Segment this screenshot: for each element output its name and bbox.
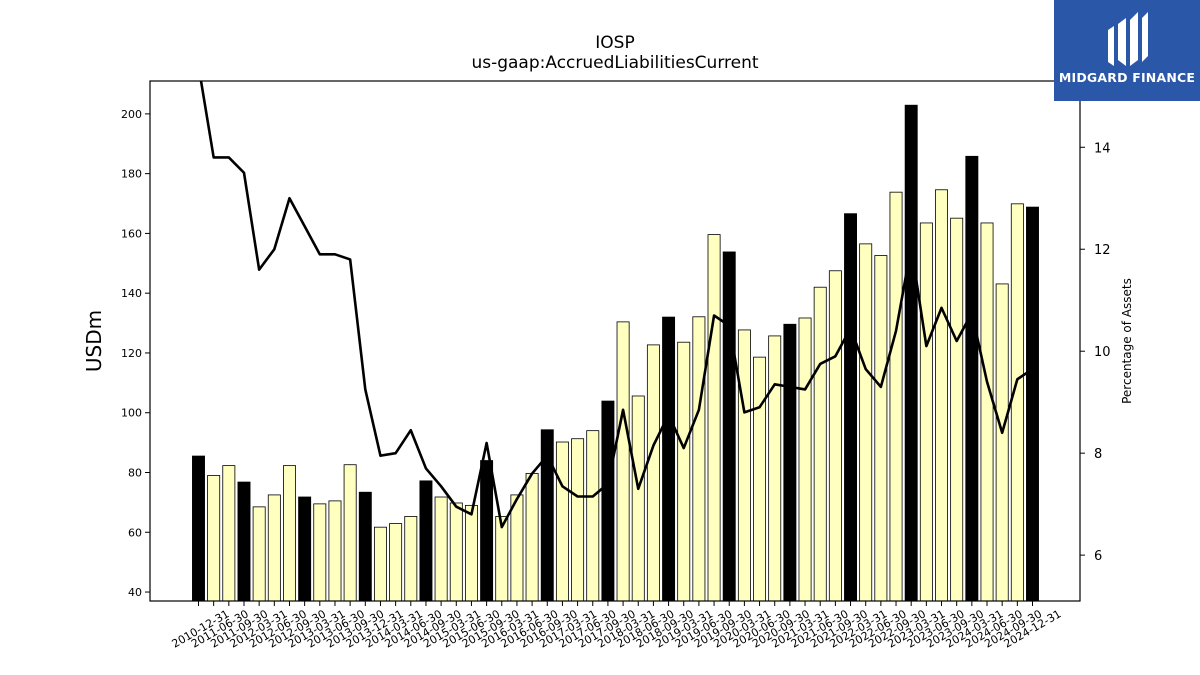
y2-tick-label-14: 14 [1094,141,1111,156]
bar-2011-03-31 [207,475,221,602]
bar-2020-06-30 [768,335,782,602]
y-tick-label-180: 180 [121,168,142,181]
bar-2021-09-30 [844,213,857,602]
midgard-finance-logo: MIDGARD FINANCE [1054,0,1200,101]
y2-tick-label-12: 12 [1094,243,1111,258]
bar-2023-12-31 [980,222,994,602]
y-tick-label-140: 140 [121,287,142,300]
bar-2018-03-31 [631,395,645,602]
bar-2014-12-31 [434,496,448,602]
bar-2010-12-31 [192,455,205,602]
bar-2017-03-31 [571,438,585,602]
bar-2024-06-30 [1010,203,1024,602]
bar-2023-03-31 [935,189,948,602]
y2-tick-label-8: 8 [1094,447,1102,462]
bar-2013-12-31 [373,526,387,602]
bar-2020-09-30 [783,323,797,602]
bar-2021-12-31 [859,243,873,602]
logo-text: MIDGARD FINANCE [1058,70,1196,85]
bar-2020-12-31 [798,317,812,602]
bar-2019-06-30 [707,234,721,602]
bar-2022-12-31 [919,222,933,602]
bar-2019-12-31 [737,329,751,602]
bar-2020-03-31 [753,356,767,602]
plot-frame [149,80,1081,602]
bar-2023-06-30 [950,217,964,602]
bar-2023-09-30 [965,155,979,602]
bar-2015-03-31 [449,502,463,602]
y-tick-label-200: 200 [121,108,142,121]
y-tick-label-120: 120 [121,347,142,360]
bar-2016-06-30 [525,472,539,602]
y-tick-label-100: 100 [121,407,142,420]
bar-2012-09-30 [298,496,312,602]
bar-2013-06-30 [343,464,357,602]
bar-2017-09-30 [601,400,615,602]
bar-2011-06-30 [222,465,236,602]
bar-2017-12-31 [616,321,630,602]
bar-2022-03-31 [874,255,888,602]
bar-2017-06-30 [586,430,600,602]
y-tick-label-60: 60 [128,526,142,539]
bar-2011-09-30 [237,481,251,602]
y-tick-label-80: 80 [128,466,142,479]
bar-2019-09-30 [722,251,736,602]
bar-2024-03-31 [995,283,1009,602]
bar-2012-06-30 [283,465,296,602]
line-series-percentage-of-assets [199,81,1034,529]
bar-2011-12-31 [252,506,266,602]
bar-2012-03-31 [267,494,281,602]
bar-2021-03-31 [813,286,827,602]
bar-2018-06-30 [646,344,660,602]
bar-2018-12-31 [677,341,691,602]
bar-2015-06-30 [464,504,478,602]
bar-2022-09-30 [904,104,918,602]
y2-tick-label-10: 10 [1094,345,1111,360]
bar-2024-09-30 [1026,206,1039,602]
bar-2015-12-31 [495,516,509,602]
chart-subtitle: us-gaap:AccruedLiabilitiesCurrent [471,53,759,73]
bar-2013-03-31 [328,500,342,602]
bar-2014-09-30 [419,480,433,602]
y2-axis-label: Percentage of Assets [1120,278,1134,404]
bar-2018-09-30 [662,316,676,602]
y-axis-label: USDm [82,310,106,372]
bar-2019-03-31 [692,316,706,602]
bar-2016-12-31 [555,441,569,602]
bar-2016-03-31 [510,494,524,602]
chart-title: IOSP [595,33,635,53]
y-tick-label-160: 160 [121,227,142,240]
bar-2021-06-30 [828,270,842,602]
y2-tick-label-6: 6 [1094,549,1102,564]
bar-2014-06-30 [404,516,418,602]
bar-2014-03-31 [389,523,403,602]
bar-2013-09-30 [358,491,372,602]
bar-2012-12-31 [313,503,327,602]
midgard-logo-icon [1108,12,1148,66]
bar-2022-06-30 [889,191,903,602]
bar-2015-09-30 [480,460,494,602]
y-tick-label-40: 40 [128,586,142,599]
